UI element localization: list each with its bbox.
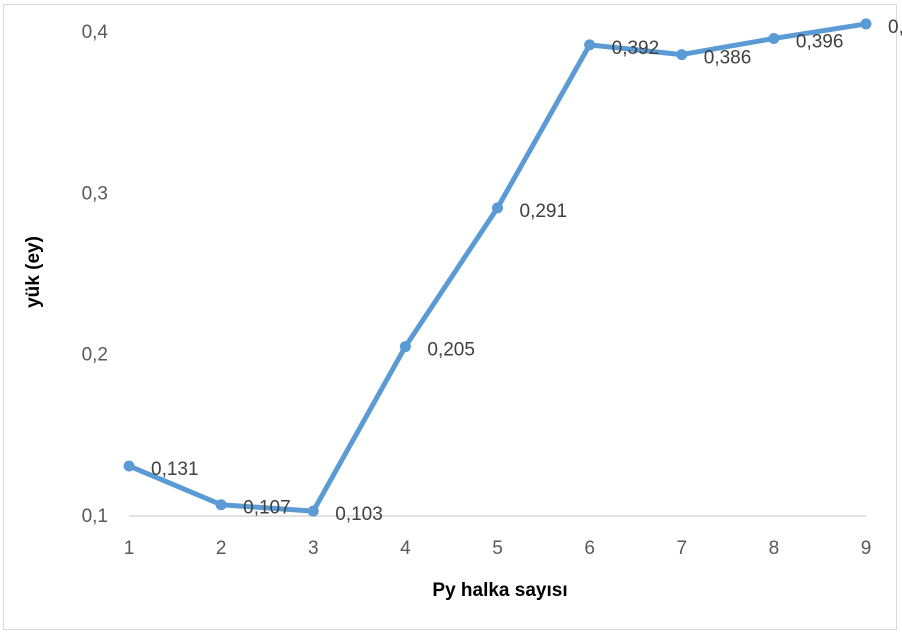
data-point [492,202,503,214]
x-tick-label: 7 [676,538,687,559]
data-point [860,18,872,30]
y-tick-label: 0,3 [82,183,108,204]
data-point [768,32,780,44]
chart-frame [3,4,897,630]
data-label: 0,392 [612,38,660,59]
data-point [307,505,319,517]
x-tick-label: 9 [861,538,872,559]
x-axis-title: Py halka sayısı [432,580,567,601]
data-label: 0,396 [796,31,844,52]
x-tick-label: 5 [492,538,503,559]
data-label: 0,405 [888,17,902,38]
y-tick-label: 0,2 [82,345,108,366]
y-tick-label: 0,4 [82,22,109,43]
data-label: 0,107 [243,498,291,519]
data-label: 0,386 [704,48,752,69]
x-tick-label: 2 [216,538,227,559]
x-tick-label: 3 [308,538,319,559]
data-labels: 0,131 0,107 0,103 0,205 0,291 0,392 0,386 0,396… [151,17,902,525]
x-axis: 1 2 3 4 5 6 7 8 9 [124,515,872,559]
series [123,18,872,517]
x-tick-label: 8 [769,538,780,559]
x-tick-label: 4 [400,538,411,559]
series-line [126,21,869,514]
data-point [215,499,227,511]
data-point [676,49,688,61]
y-tick-label: 0,1 [82,506,108,527]
y-axis-title: yük (ey) [23,236,44,308]
data-label: 0,205 [427,340,475,361]
x-tick-label: 1 [124,538,135,559]
data-label: 0,131 [151,459,199,480]
x-tick-label: 6 [584,538,595,559]
y-axis-ticks: 0,1 0,2 0,3 0,4 [82,22,109,527]
data-label: 0,103 [335,504,383,525]
data-label: 0,291 [520,201,568,222]
data-point [399,341,411,353]
data-point [584,39,596,51]
data-point [123,460,135,472]
